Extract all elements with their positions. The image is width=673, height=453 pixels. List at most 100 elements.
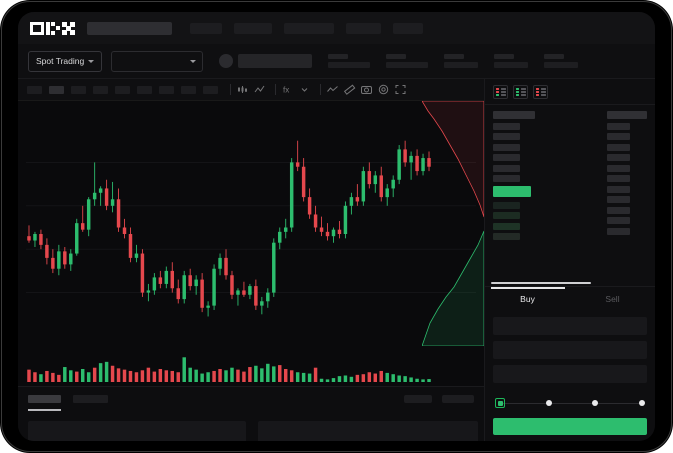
trendline-icon[interactable] bbox=[326, 83, 339, 96]
stepper-dot bbox=[545, 400, 552, 406]
nav-item-4[interactable] bbox=[284, 22, 334, 34]
price-chart-area[interactable] bbox=[18, 101, 484, 386]
timeframe-4h[interactable] bbox=[137, 85, 152, 94]
orderbook-size-row[interactable] bbox=[607, 196, 630, 203]
timeframe-1w[interactable] bbox=[181, 85, 196, 94]
fullscreen-icon[interactable] bbox=[394, 83, 407, 96]
orderbook-header-right bbox=[607, 111, 647, 119]
orderbook-ask-row[interactable] bbox=[493, 164, 520, 172]
orderbook-trade-panel: Buy Sell bbox=[484, 79, 655, 441]
step-75[interactable] bbox=[639, 400, 646, 406]
orders-panel bbox=[18, 386, 484, 441]
buy-submit-button[interactable] bbox=[493, 418, 647, 435]
orderbook-bid-row[interactable] bbox=[493, 233, 520, 240]
stat-high-24h bbox=[444, 54, 479, 68]
nav-item-3[interactable] bbox=[234, 22, 272, 34]
orderbook-size-row[interactable] bbox=[607, 122, 630, 130]
svg-text:fx: fx bbox=[283, 86, 289, 95]
stepper-active-marker bbox=[495, 398, 505, 408]
orderbook-right-column bbox=[607, 111, 647, 238]
order-total-field[interactable] bbox=[493, 365, 647, 383]
stepper-active-fill bbox=[497, 400, 503, 406]
line-chart-icon[interactable] bbox=[253, 83, 266, 96]
orderbook-size-row[interactable] bbox=[607, 154, 630, 161]
candlestick-chart-icon[interactable] bbox=[236, 83, 249, 96]
orderbook-ask-row[interactable] bbox=[493, 154, 520, 161]
orderbook-size-row[interactable] bbox=[607, 175, 630, 182]
okx-logo-icon[interactable] bbox=[30, 21, 75, 35]
stat-label bbox=[544, 54, 565, 59]
stepper-track bbox=[500, 402, 640, 404]
candlestick-chart bbox=[26, 140, 476, 317]
order-input-fields bbox=[485, 317, 655, 383]
orderbook-mode-asks[interactable] bbox=[533, 85, 548, 99]
orderbook-bid-row[interactable] bbox=[493, 201, 520, 209]
timeframe-5m[interactable] bbox=[49, 85, 64, 94]
trading-pair-select[interactable] bbox=[111, 50, 204, 72]
order-amount-field[interactable] bbox=[493, 341, 647, 359]
timeframe-1d[interactable] bbox=[159, 85, 174, 94]
orderbook-size-row[interactable] bbox=[607, 143, 630, 151]
timeframe-30m[interactable] bbox=[93, 85, 108, 94]
nav-item-2[interactable] bbox=[190, 22, 222, 34]
amount-percent-stepper[interactable] bbox=[495, 397, 646, 409]
camera-icon[interactable] bbox=[360, 83, 373, 96]
orderbook-size-row[interactable] bbox=[607, 206, 630, 214]
orders-panel-actions bbox=[404, 395, 474, 403]
settings-gear-icon[interactable] bbox=[377, 83, 390, 96]
logo-letter-k bbox=[46, 21, 60, 35]
orderbook-rows[interactable] bbox=[485, 104, 655, 286]
orders-panel-content bbox=[28, 421, 478, 441]
stepper-dot bbox=[592, 400, 599, 406]
tab-order-history[interactable] bbox=[73, 395, 108, 403]
tab-sell[interactable]: Sell bbox=[570, 287, 655, 311]
orderbook-left-column bbox=[493, 111, 535, 244]
app-screen: Spot Trading bbox=[18, 12, 655, 441]
chart-toolbar: fx bbox=[18, 79, 484, 101]
stat-change-24h bbox=[386, 54, 429, 68]
logo-letter-o bbox=[30, 21, 44, 35]
tab-open-orders[interactable] bbox=[28, 395, 61, 403]
step-50[interactable] bbox=[592, 400, 599, 406]
orderbook-scrollbar[interactable] bbox=[491, 282, 591, 284]
indicator-icon[interactable]: fx bbox=[281, 83, 294, 96]
orderbook-bid-row[interactable] bbox=[493, 222, 520, 230]
stat-value bbox=[494, 62, 529, 68]
nav-item-5[interactable] bbox=[346, 22, 381, 34]
action-cancel-all[interactable] bbox=[442, 395, 474, 403]
stat-value bbox=[544, 62, 579, 68]
timeframe-1m[interactable] bbox=[27, 85, 42, 94]
orderbook-mode-both[interactable] bbox=[493, 85, 508, 99]
orderbook-ask-row[interactable] bbox=[493, 175, 520, 182]
orderbook-ask-row[interactable] bbox=[493, 133, 520, 140]
stat-label bbox=[444, 54, 465, 59]
step-25[interactable] bbox=[545, 400, 552, 406]
nav-item-1[interactable] bbox=[87, 21, 172, 35]
ticker-stats bbox=[312, 54, 579, 68]
tab-buy[interactable]: Buy bbox=[485, 287, 570, 311]
action-hide-other-pairs[interactable] bbox=[404, 395, 432, 403]
nav-item-6[interactable] bbox=[393, 22, 423, 34]
orderbook-bid-row[interactable] bbox=[493, 212, 520, 219]
spot-trading-dropdown[interactable]: Spot Trading bbox=[28, 50, 103, 72]
orderbook-size-row[interactable] bbox=[607, 164, 630, 172]
orderbook-size-row[interactable] bbox=[607, 227, 630, 235]
orderbook-header-left bbox=[493, 111, 535, 119]
timeframe-1h[interactable] bbox=[115, 85, 130, 94]
timeframe-15m[interactable] bbox=[71, 85, 86, 94]
orderbook-size-row[interactable] bbox=[607, 217, 630, 224]
stat-value bbox=[444, 62, 479, 68]
orderbook-ask-row[interactable] bbox=[493, 143, 520, 151]
orderbook-ask-row[interactable] bbox=[493, 122, 520, 130]
step-0[interactable] bbox=[495, 398, 505, 408]
order-price-field[interactable] bbox=[493, 317, 647, 335]
orderbook-mode-bids[interactable] bbox=[513, 85, 528, 99]
timeframe-more[interactable] bbox=[203, 85, 218, 94]
orderbook-view-modes bbox=[485, 79, 655, 104]
stat-label bbox=[328, 54, 349, 59]
active-tab-underline bbox=[28, 409, 61, 411]
ruler-icon[interactable] bbox=[343, 83, 356, 96]
orderbook-size-row[interactable] bbox=[607, 185, 630, 193]
chevron-down-icon[interactable] bbox=[298, 83, 311, 96]
orderbook-size-row[interactable] bbox=[607, 133, 630, 140]
